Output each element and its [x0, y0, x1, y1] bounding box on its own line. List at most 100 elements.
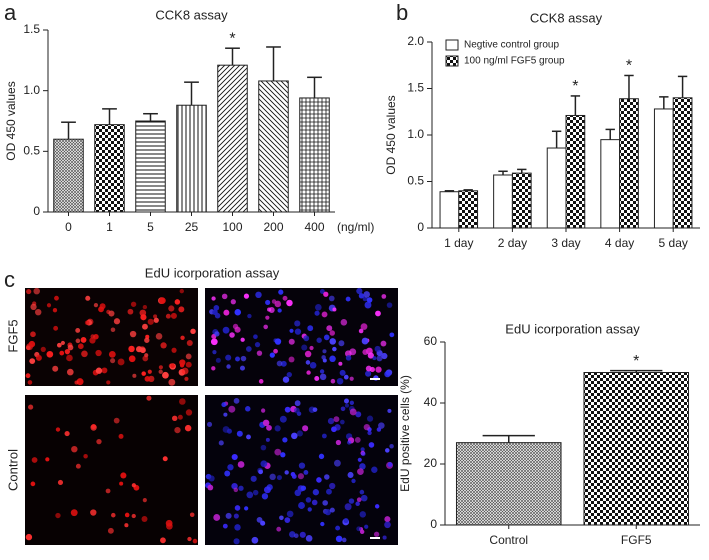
- y-axis-label: OD 450 values: [384, 95, 398, 174]
- cell: [162, 456, 168, 462]
- cell: [303, 469, 309, 475]
- legend-swatch: [445, 39, 459, 51]
- y-tick-label: 1.5: [23, 22, 40, 36]
- bar: [455, 442, 562, 526]
- cell: [185, 361, 192, 368]
- cell: [75, 463, 81, 469]
- cell: [328, 295, 335, 302]
- cell: [129, 330, 137, 338]
- cell: [260, 444, 267, 451]
- bar: [493, 174, 513, 229]
- cell: [107, 527, 114, 534]
- cell: [229, 332, 235, 338]
- cell: [174, 426, 181, 434]
- cell: [108, 310, 115, 317]
- cell: [326, 325, 333, 332]
- cell: [181, 367, 189, 375]
- cell: [232, 323, 239, 330]
- cell: [147, 318, 154, 325]
- cell: [80, 336, 87, 343]
- cell: [332, 307, 337, 312]
- micrograph: [205, 395, 398, 545]
- cell: [382, 535, 387, 540]
- cell: [309, 361, 317, 369]
- cell: [291, 432, 298, 440]
- cell: [294, 320, 301, 327]
- cell: [333, 416, 340, 423]
- cell: [385, 448, 390, 453]
- cell: [234, 505, 241, 511]
- cell: [334, 424, 341, 431]
- cell: [384, 370, 391, 378]
- cell: [184, 376, 189, 381]
- cell: [246, 491, 254, 499]
- cell: [128, 345, 135, 353]
- cell: [358, 293, 365, 299]
- cell: [364, 301, 372, 309]
- cell: [180, 335, 185, 340]
- cell: [27, 380, 33, 385]
- cell: [35, 308, 42, 316]
- cell: [375, 310, 381, 317]
- cell: [360, 447, 365, 452]
- cell: [344, 503, 352, 511]
- cell: [340, 419, 345, 425]
- cell: [235, 356, 241, 362]
- panel-letter: b: [396, 0, 408, 25]
- cell: [30, 331, 36, 338]
- cell: [340, 406, 346, 412]
- cell: [373, 531, 380, 537]
- cell: [30, 481, 36, 487]
- cell: [324, 508, 332, 516]
- cell: [316, 477, 322, 483]
- cell: [234, 308, 242, 316]
- chart-title: EdU icorporation assay: [505, 321, 640, 336]
- cell: [289, 531, 296, 538]
- cell: [305, 360, 311, 365]
- x-tick-label: 3 day: [551, 236, 580, 250]
- cell: [30, 303, 37, 311]
- cell: [284, 517, 291, 523]
- cell: [147, 369, 152, 374]
- cell: [243, 293, 250, 299]
- chart-title: CCK8 assay: [155, 7, 228, 22]
- cell: [238, 485, 244, 491]
- cell: [329, 482, 336, 490]
- x-tick-label: 400: [304, 220, 324, 234]
- cell: [247, 313, 252, 319]
- cell: [288, 338, 295, 345]
- cell: [105, 488, 111, 494]
- cell: [329, 338, 337, 345]
- cell: [314, 310, 320, 316]
- cell: [231, 453, 238, 461]
- x-tick-label: Control: [489, 533, 528, 547]
- cell: [254, 341, 261, 348]
- cell: [280, 360, 287, 367]
- cell: [245, 346, 252, 352]
- cell: [305, 497, 312, 503]
- cell: [158, 365, 163, 370]
- cell: [142, 498, 147, 503]
- cell: [262, 419, 270, 427]
- cell: [90, 509, 97, 516]
- cell: [274, 338, 282, 345]
- cell: [324, 474, 330, 480]
- cell: [131, 483, 136, 488]
- cell: [185, 409, 193, 416]
- cell: [349, 376, 354, 381]
- cell: [135, 346, 143, 353]
- cell: [168, 305, 175, 312]
- bar: [672, 97, 693, 229]
- cell: [303, 335, 310, 342]
- cell: [368, 442, 375, 448]
- cell: [289, 328, 294, 333]
- cell: [159, 297, 166, 305]
- cell: [236, 430, 243, 437]
- x-tick-label: 1: [106, 220, 113, 234]
- cell: [282, 295, 288, 301]
- cell: [376, 427, 382, 432]
- cell: [374, 345, 381, 353]
- cell: [298, 502, 305, 509]
- y-tick-label: 0: [417, 220, 424, 234]
- cell: [300, 485, 307, 491]
